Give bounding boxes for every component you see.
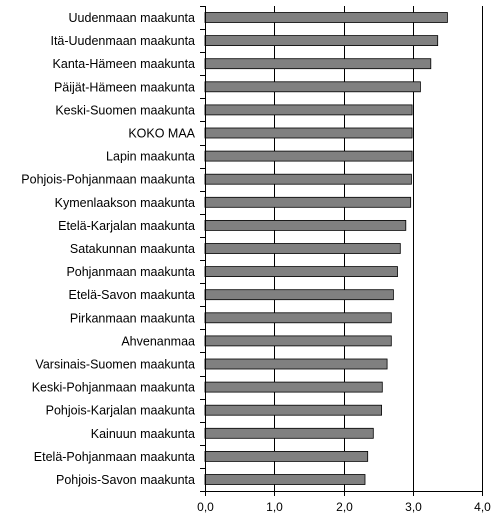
x-tick-label: 4,0 <box>474 500 491 514</box>
category-label: Kanta-Hämeen maakunta <box>53 57 195 71</box>
category-label: Satakunnan maakunta <box>70 242 195 256</box>
bar-18 <box>204 404 383 416</box>
category-labels: Uudenmaan maakunta Itä-Uudenmaan maakunta… <box>21 11 195 487</box>
axes <box>200 6 483 496</box>
bar-14 <box>204 312 392 324</box>
category-label: KOKO MAA <box>128 127 195 141</box>
category-label: Etelä-Karjalan maakunta <box>58 219 195 233</box>
bar-1 <box>204 12 448 23</box>
bar-17 <box>204 381 383 393</box>
category-label: Kainuun maakunta <box>91 427 195 441</box>
x-tick-label: 3,0 <box>405 500 422 514</box>
bar-8 <box>204 173 412 185</box>
x-tick-label: 1,0 <box>266 500 283 514</box>
category-label: Pohjois-Pohjanmaan maakunta <box>21 173 195 187</box>
bar-5 <box>204 104 413 116</box>
category-label: Kymenlaakson maakunta <box>55 196 195 210</box>
x-tick-label: 2,0 <box>336 500 353 514</box>
bar-10 <box>204 219 407 231</box>
category-label: Pirkanmaan maakunta <box>70 311 195 325</box>
category-label: Pohjois-Savon maakunta <box>56 473 195 487</box>
bar-3 <box>204 58 432 70</box>
category-label: Etelä-Pohjanmaan maakunta <box>34 450 195 464</box>
category-label: Päijät-Hämeen maakunta <box>54 80 195 94</box>
category-label: Itä-Uudenmaan maakunta <box>50 34 195 48</box>
x-tick-labels: 0,0 1,0 2,0 3,0 4,0 <box>197 500 491 514</box>
x-tick-label: 0,0 <box>197 500 214 514</box>
bar-2 <box>204 35 439 46</box>
category-label: Lapin maakunta <box>106 150 195 164</box>
category-label: Pohjois-Karjalan maakunta <box>46 404 195 418</box>
bar-15 <box>204 335 392 347</box>
bar-7 <box>204 150 413 162</box>
category-label: Varsinais-Suomen maakunta <box>35 358 195 372</box>
category-label: Uudenmaan maakunta <box>69 11 196 25</box>
bars <box>204 12 448 485</box>
category-label: Pohjanmaan maakunta <box>66 265 195 279</box>
category-label: Etelä-Savon maakunta <box>69 288 196 302</box>
bar-16 <box>204 358 388 370</box>
bar-21 <box>204 474 366 485</box>
category-label: Keski-Pohjanmaan maakunta <box>32 381 195 395</box>
bar-13 <box>204 289 394 301</box>
bar-11 <box>204 243 401 254</box>
bar-4 <box>204 81 421 93</box>
category-label: Keski-Suomen maakunta <box>55 103 195 117</box>
bar-6 <box>204 127 413 139</box>
bar-12 <box>204 266 398 278</box>
bar-9 <box>204 196 412 208</box>
bar-19 <box>204 427 374 439</box>
category-label: Ahvenanmaa <box>121 334 195 348</box>
bar-20 <box>204 450 369 462</box>
